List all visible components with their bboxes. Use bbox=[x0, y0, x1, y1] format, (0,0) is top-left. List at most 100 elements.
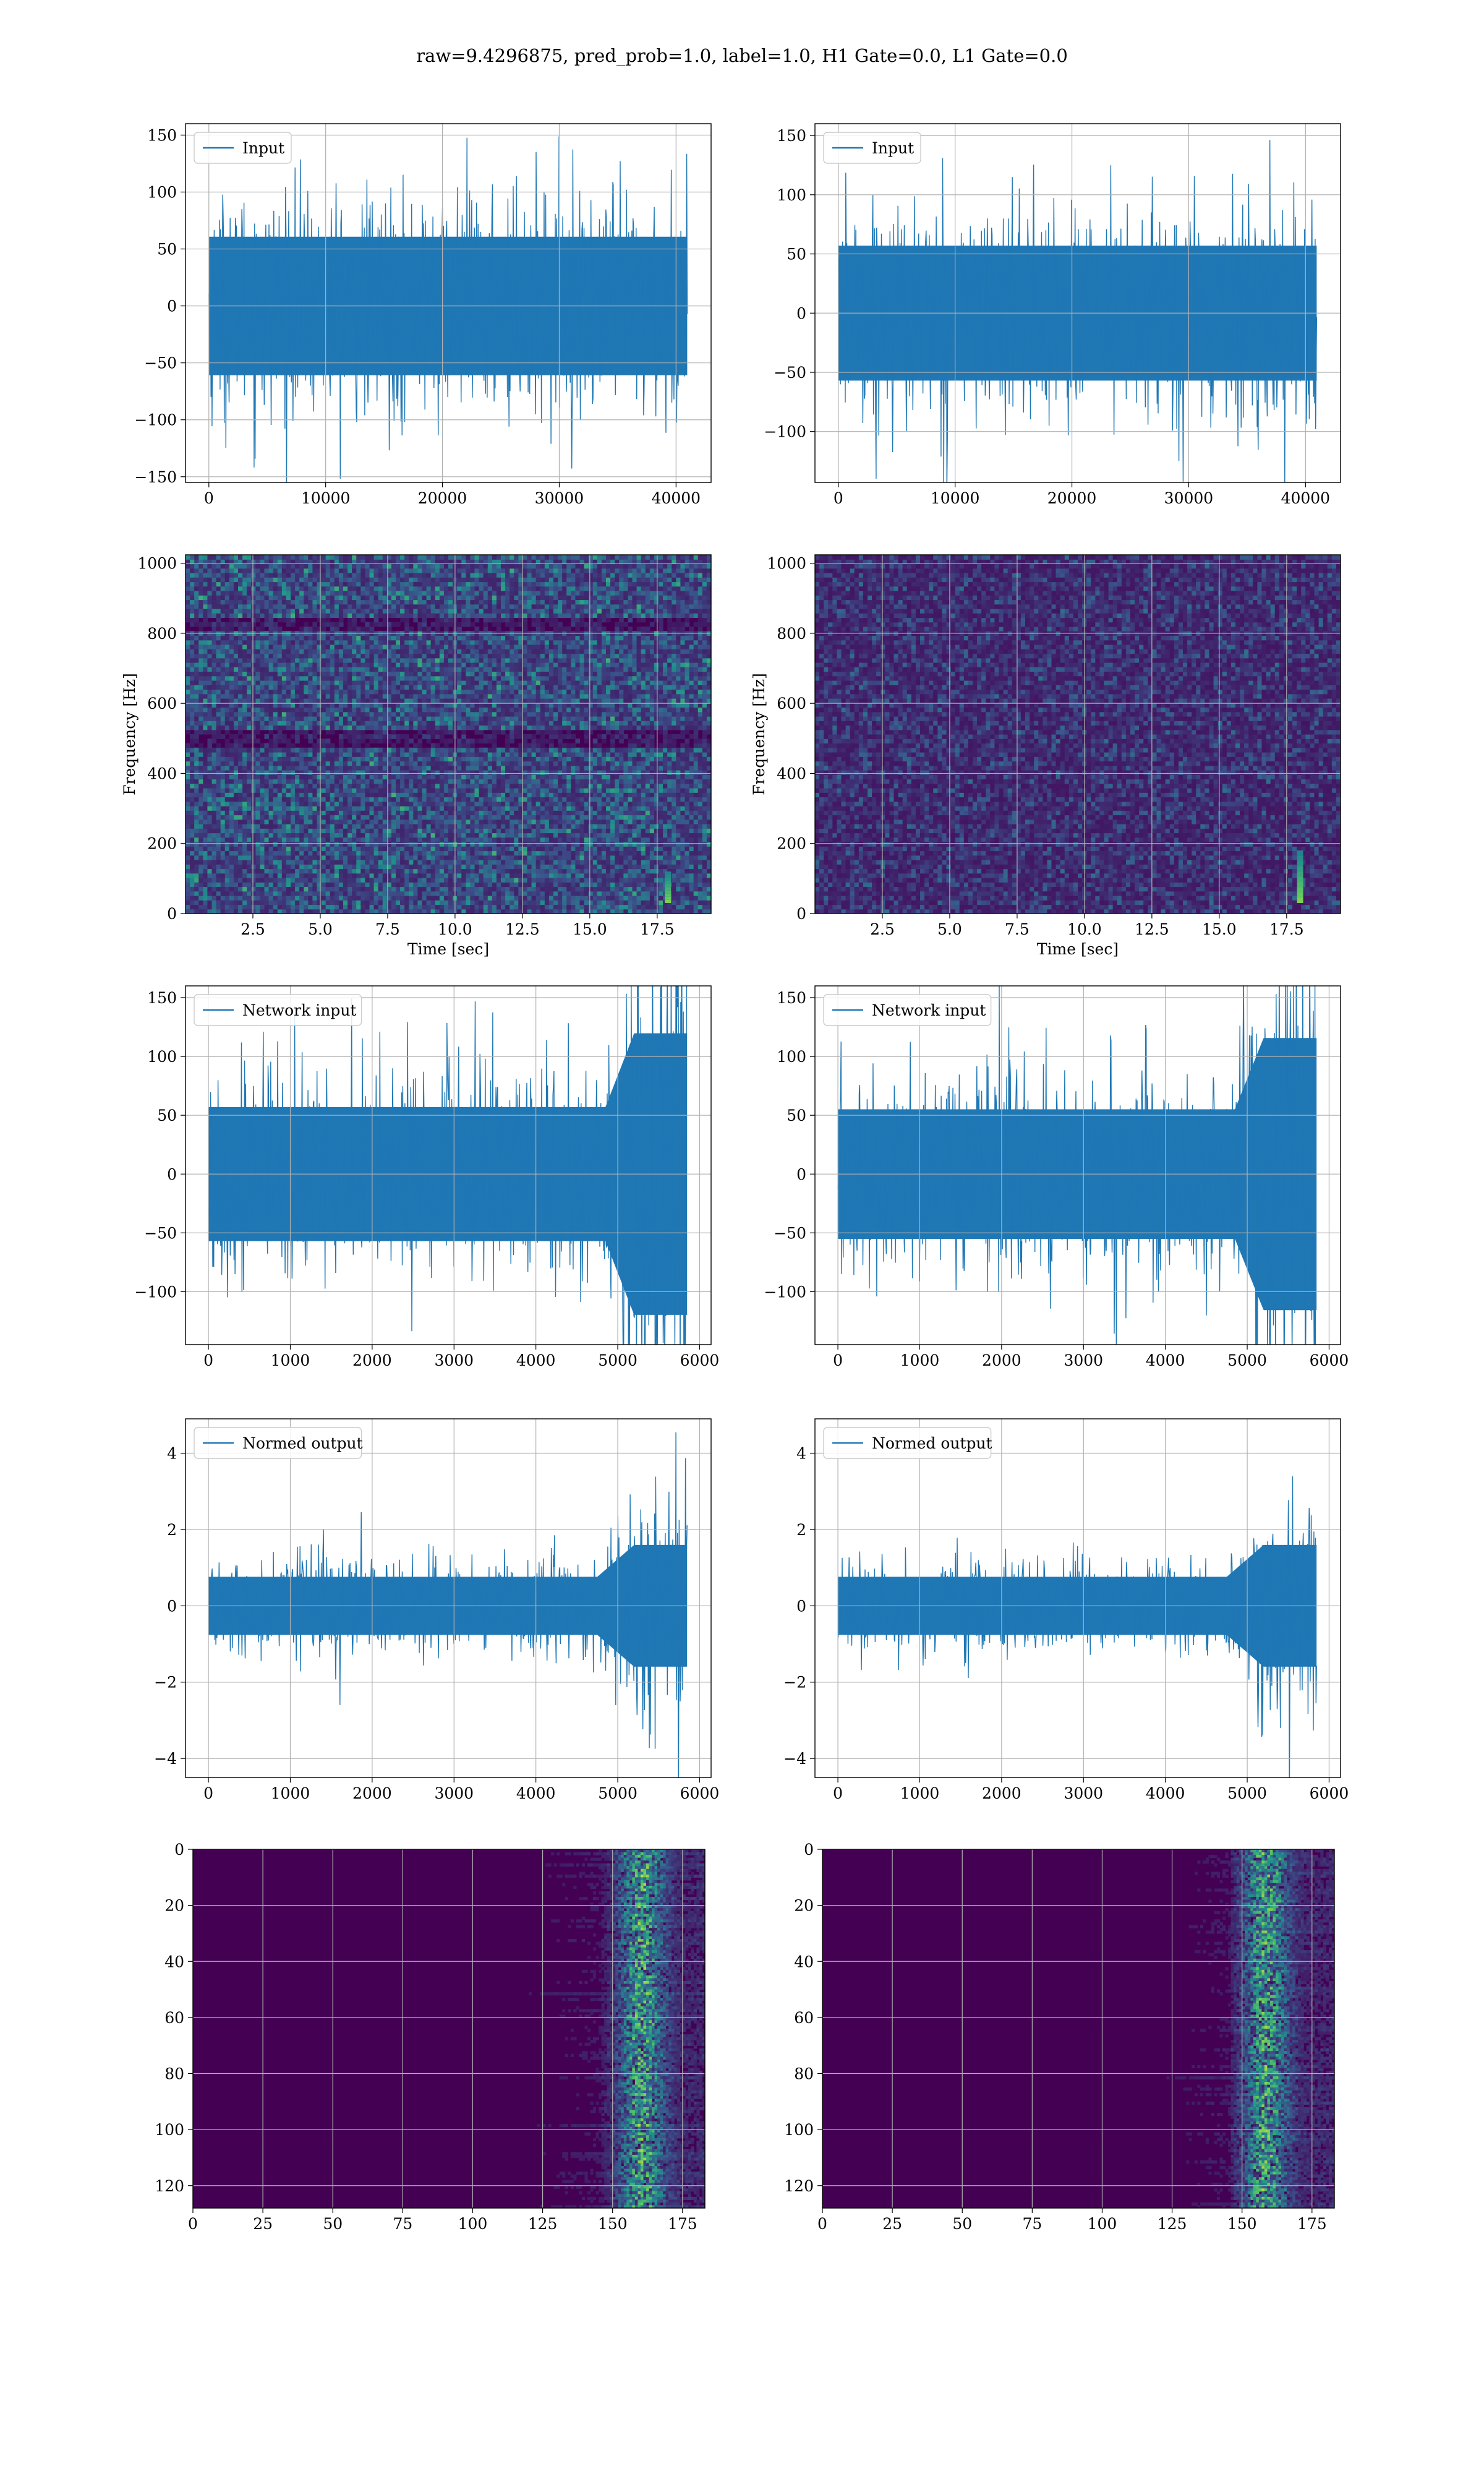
spectrogram-cell bbox=[443, 779, 449, 784]
spectrogram-cell bbox=[461, 819, 466, 824]
spectrogram-cell bbox=[308, 904, 313, 910]
spectrogram-cell bbox=[229, 747, 234, 753]
spectrogram-cell bbox=[242, 568, 247, 573]
spectrogram-cell bbox=[291, 909, 296, 914]
spectrogram-cell bbox=[247, 613, 252, 618]
spectrogram-cell bbox=[268, 725, 274, 730]
spectrogram-cell bbox=[286, 756, 291, 762]
spectrogram-cell bbox=[330, 586, 335, 591]
spectrogram-cell bbox=[417, 577, 423, 583]
spectrogram-cell bbox=[439, 824, 445, 829]
spectrogram-cell bbox=[308, 591, 313, 596]
spectrogram-cell bbox=[391, 801, 396, 807]
spectrogram-cell bbox=[260, 833, 265, 838]
spectrogram-cell bbox=[330, 779, 335, 784]
spectrogram-cell bbox=[273, 586, 278, 591]
spectrogram-cell bbox=[356, 581, 361, 587]
spectrogram-cell bbox=[220, 559, 226, 565]
spectrogram-cell bbox=[356, 819, 361, 824]
spectrogram-cell bbox=[291, 671, 296, 677]
spectrogram-cell bbox=[457, 850, 462, 856]
spectrogram-cell bbox=[216, 617, 221, 623]
spectrogram-cell bbox=[348, 864, 352, 870]
spectrogram-cell bbox=[220, 891, 226, 896]
spectrogram-cell bbox=[443, 810, 449, 816]
spectrogram-cell bbox=[207, 653, 213, 659]
spectrogram-cell bbox=[334, 855, 339, 860]
spectrogram-cell bbox=[417, 806, 423, 811]
spectrogram-cell bbox=[277, 568, 283, 573]
spectrogram-cell bbox=[211, 604, 217, 609]
spectrogram-cell bbox=[365, 770, 370, 775]
spectrogram-cell bbox=[382, 886, 388, 892]
spectrogram-cell bbox=[224, 559, 230, 565]
spectrogram-cell bbox=[207, 743, 213, 748]
spectrogram-cell bbox=[268, 770, 274, 775]
spectrogram-cell bbox=[391, 815, 396, 820]
spectrogram-cell bbox=[291, 680, 296, 685]
spectrogram-cell bbox=[443, 846, 449, 852]
spectrogram-cell bbox=[439, 891, 445, 896]
spectrogram-cell bbox=[255, 604, 261, 609]
spectrogram-cell bbox=[247, 563, 252, 569]
spectrogram-cell bbox=[260, 904, 265, 910]
spectrogram-cell bbox=[211, 855, 217, 860]
spectrogram-cell bbox=[443, 792, 449, 798]
spectrogram-cell bbox=[220, 747, 226, 753]
spectrogram-cell bbox=[317, 815, 322, 820]
spectrogram-cell bbox=[386, 555, 392, 560]
spectrogram-cell bbox=[334, 707, 339, 713]
spectrogram-cell bbox=[186, 729, 190, 735]
spectrogram-cell bbox=[461, 837, 466, 842]
spectrogram-cell bbox=[216, 716, 221, 721]
spectrogram-cell bbox=[356, 693, 361, 699]
spectrogram-cell bbox=[413, 797, 419, 802]
spectrogram-cell bbox=[308, 604, 313, 609]
spectrogram-cell bbox=[417, 573, 423, 578]
spectrogram-cell bbox=[369, 725, 375, 730]
spectrogram-cell bbox=[277, 846, 283, 852]
spectrogram-cell bbox=[386, 806, 392, 811]
spectrogram-cell bbox=[238, 797, 243, 802]
spectrogram-cell bbox=[295, 774, 300, 780]
spectrogram-cell bbox=[356, 770, 361, 775]
spectrogram-cell bbox=[325, 850, 331, 856]
spectrogram-cell bbox=[186, 779, 190, 784]
spectrogram-cell bbox=[461, 761, 466, 766]
spectrogram-cell bbox=[343, 909, 348, 914]
spectrogram-cell bbox=[216, 599, 221, 605]
spectrogram-cell bbox=[220, 900, 226, 905]
spectrogram-cell bbox=[268, 568, 274, 573]
spectrogram-cell bbox=[190, 577, 195, 583]
spectrogram-cell bbox=[238, 711, 243, 717]
spectrogram-cell bbox=[291, 900, 296, 905]
spectrogram-cell bbox=[443, 743, 449, 748]
spectrogram-cell bbox=[216, 828, 221, 834]
spectrogram-cell bbox=[186, 563, 190, 569]
spectrogram-cell bbox=[286, 815, 291, 820]
spectrogram-cell bbox=[439, 617, 445, 623]
spectrogram-cell bbox=[422, 900, 427, 905]
spectrogram-cell bbox=[242, 635, 247, 641]
spectrogram-cell bbox=[386, 653, 392, 659]
spectrogram-cell bbox=[321, 671, 326, 677]
spectrogram-cell bbox=[338, 644, 344, 649]
spectrogram-cell bbox=[229, 563, 234, 569]
spectrogram-cell bbox=[391, 846, 396, 852]
spectrogram-cell bbox=[194, 613, 199, 618]
spectrogram-cell bbox=[238, 649, 243, 654]
spectrogram-cell bbox=[409, 599, 414, 605]
spectrogram-cell bbox=[404, 698, 409, 703]
spectrogram-cell bbox=[378, 833, 383, 838]
spectrogram-cell bbox=[391, 559, 396, 565]
spectrogram-cell bbox=[404, 909, 409, 914]
spectrogram-cell bbox=[435, 653, 440, 659]
spectrogram-cell bbox=[391, 640, 396, 645]
spectrogram-cell bbox=[277, 878, 283, 883]
spectrogram-cell bbox=[299, 855, 304, 860]
spectrogram-cell bbox=[356, 563, 361, 569]
spectrogram-cell bbox=[352, 868, 357, 874]
spectrogram-cell bbox=[286, 725, 291, 730]
spectrogram-cell bbox=[426, 833, 432, 838]
spectrogram-cell bbox=[295, 855, 300, 860]
